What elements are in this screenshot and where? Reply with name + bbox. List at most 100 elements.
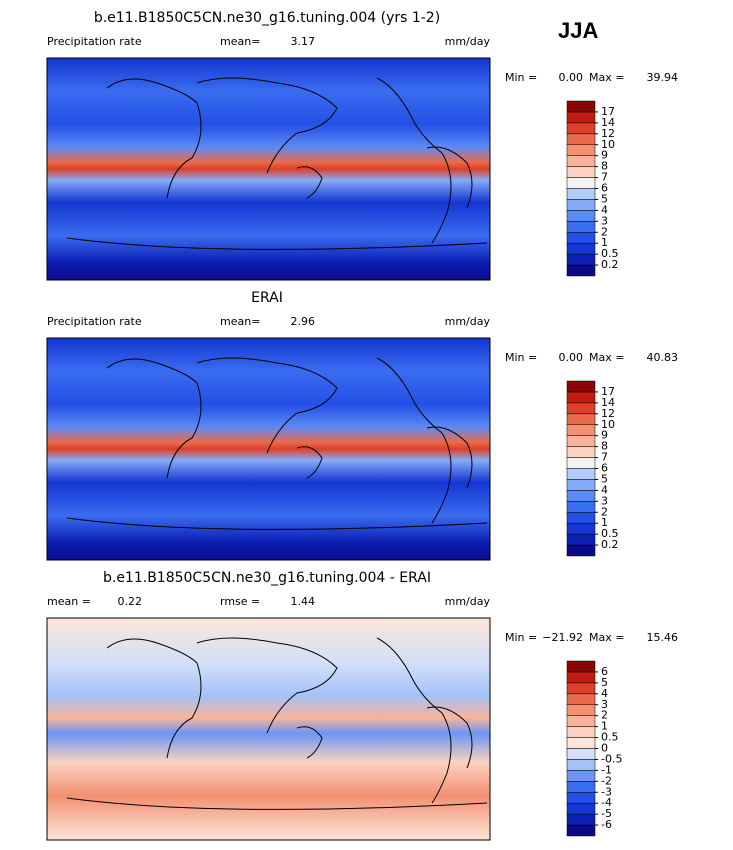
color-box	[566, 660, 596, 673]
stat-value: 1.44	[291, 595, 316, 608]
colorbar-label: -4	[601, 796, 612, 809]
colorbar-label: 3	[601, 494, 608, 507]
coastlines	[66, 77, 488, 250]
color-box	[566, 242, 596, 255]
colorbar-label: 10	[601, 138, 615, 151]
colorbar-label: 5	[601, 472, 608, 485]
colorbar-label: 6	[601, 665, 608, 678]
max-value: 40.83	[647, 351, 679, 364]
colorbar-label: 17	[601, 385, 615, 398]
colorbar-label: 5	[601, 676, 608, 689]
color-box	[566, 693, 596, 705]
color-box	[566, 802, 596, 815]
max-label: Max =	[589, 631, 624, 644]
color-box	[566, 100, 596, 113]
stat-value: 3.17	[291, 35, 316, 48]
colorbar-label: 6	[601, 182, 608, 195]
color-box	[566, 413, 596, 425]
colorbar-label: 0.5	[601, 247, 619, 260]
color-box	[566, 457, 596, 469]
coastlines	[66, 637, 488, 810]
min-label: Min =	[505, 631, 537, 644]
color-box	[566, 512, 596, 524]
color-box	[566, 748, 596, 760]
colorbar-label: -1	[601, 763, 612, 776]
color-box	[566, 759, 596, 771]
color-box	[566, 682, 596, 695]
max-value: 15.46	[647, 631, 679, 644]
colorbar-label: 3	[601, 698, 608, 711]
color-box	[566, 380, 596, 393]
color-box	[566, 781, 596, 793]
color-box	[566, 111, 596, 124]
panel-title: ERAI	[251, 290, 283, 306]
colorbar-label: 0.2	[601, 258, 619, 271]
colorbar-label: 1	[601, 236, 608, 249]
map-frame	[46, 57, 491, 281]
stat-value: 0.22	[118, 595, 143, 608]
coastlines	[66, 357, 488, 530]
colorbar-label: 2	[601, 505, 608, 518]
map-frame	[46, 337, 491, 561]
colorbar-label: 12	[601, 127, 615, 140]
max-value: 39.94	[647, 71, 679, 84]
colorbar-label: 9	[601, 149, 608, 162]
color-box	[566, 144, 596, 156]
colorbar-label: -5	[601, 807, 612, 820]
stat-value: 2.96	[291, 315, 316, 328]
color-box	[566, 715, 596, 727]
colorbar-label: -0.5	[601, 752, 622, 765]
max-label: Max =	[589, 351, 624, 364]
color-box	[566, 501, 596, 513]
panel-title: b.e11.B1850C5CN.ne30_g16.tuning.004 (yrs…	[94, 10, 440, 26]
colorbar-label: 8	[601, 160, 608, 173]
colorbar-label: 4	[601, 687, 608, 700]
color-box	[566, 490, 596, 502]
color-box	[566, 133, 596, 145]
color-box	[566, 188, 596, 200]
min-value: 0.00	[559, 71, 584, 84]
colorbar-label: -3	[601, 785, 612, 798]
field-label: Precipitation rate	[47, 35, 142, 48]
color-box	[566, 155, 596, 167]
color-box	[566, 533, 596, 546]
color-box	[566, 726, 596, 738]
color-box	[566, 824, 596, 837]
colorbar-label: 14	[601, 116, 615, 129]
color-box	[566, 446, 596, 458]
map-frame	[46, 617, 491, 841]
min-value: −21.92	[542, 631, 583, 644]
max-label: Max =	[589, 71, 624, 84]
colorbar-label: 7	[601, 451, 608, 464]
units: mm/day	[445, 315, 491, 328]
colorbar-label: 4	[601, 203, 608, 216]
colorbar-label: 7	[601, 171, 608, 184]
color-box	[566, 435, 596, 447]
color-box	[566, 199, 596, 211]
stat-label: mean =	[47, 595, 91, 608]
season-label: JJA	[558, 18, 598, 43]
colorbar-label: 12	[601, 407, 615, 420]
color-box	[566, 221, 596, 233]
field-label: Precipitation rate	[47, 315, 142, 328]
color-box	[566, 671, 596, 684]
colorbar-label: 0.2	[601, 538, 619, 551]
colorbar-label: 1	[601, 720, 608, 733]
colorbar-label: -2	[601, 774, 612, 787]
min-label: Min =	[505, 351, 537, 364]
stat-label: rmse =	[220, 595, 260, 608]
units: mm/day	[445, 595, 491, 608]
color-box	[566, 544, 596, 557]
colorbar-label: 8	[601, 440, 608, 453]
color-box	[566, 391, 596, 404]
color-box	[566, 704, 596, 716]
stat-label: mean=	[220, 35, 260, 48]
color-box	[566, 468, 596, 480]
colorbar-label: 4	[601, 483, 608, 496]
colorbar-label: 2	[601, 225, 608, 238]
color-box	[566, 424, 596, 436]
colorbar-label: 0.5	[601, 731, 619, 744]
min-value: 0.00	[559, 351, 584, 364]
colorbar-label: 6	[601, 462, 608, 475]
